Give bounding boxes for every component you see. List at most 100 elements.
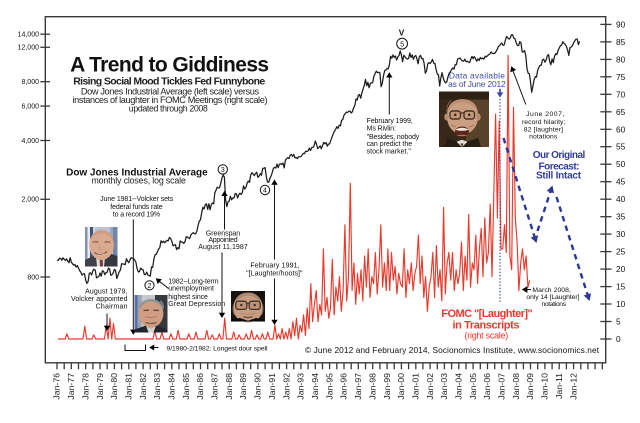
svg-text:updated through 2008: updated through 2008	[129, 103, 208, 113]
svg-text:9/1980-2/1982: Longest dour sp: 9/1980-2/1982: Longest dour spell	[167, 345, 268, 352]
svg-text:instances of laughter in FOMC: instances of laughter in FOMC Meetings (…	[73, 95, 268, 105]
svg-text:15: 15	[616, 282, 626, 292]
svg-text:V: V	[399, 28, 405, 37]
svg-text:85: 85	[616, 37, 626, 47]
svg-text:25: 25	[616, 247, 626, 257]
svg-text:stock market.": stock market."	[367, 148, 412, 155]
svg-text:4,000: 4,000	[21, 138, 39, 145]
svg-text:2: 2	[148, 283, 152, 290]
svg-text:June 1981--Volcker sets: June 1981--Volcker sets	[100, 196, 174, 203]
svg-text:highest since: highest since	[168, 294, 208, 301]
svg-text:notations: notations	[529, 134, 558, 141]
svg-text:Jan-12: Jan-12	[568, 373, 578, 400]
svg-text:Jan-01: Jan-01	[410, 373, 420, 400]
svg-text:notations: notations	[542, 301, 567, 308]
svg-text:Jan-94: Jan-94	[310, 373, 320, 400]
svg-text:Jan-05: Jan-05	[468, 373, 478, 400]
svg-text:Chairman: Chairman	[96, 304, 128, 311]
svg-text:35: 35	[616, 212, 626, 222]
svg-text:to a record 19%: to a record 19%	[113, 211, 160, 218]
svg-text:Jan-00: Jan-00	[396, 373, 406, 400]
svg-text:Jan-81: Jan-81	[123, 373, 133, 400]
svg-text:Jan-03: Jan-03	[439, 373, 449, 400]
svg-text:Jan-02: Jan-02	[425, 373, 435, 400]
svg-text:55: 55	[616, 142, 626, 152]
svg-text:75: 75	[616, 72, 626, 82]
svg-text:(right scale): (right scale)	[465, 330, 509, 340]
svg-text:Jan-09: Jan-09	[525, 373, 535, 400]
svg-text:Ms Rivlin:: Ms Rivlin:	[367, 126, 396, 133]
svg-text:Jan-91: Jan-91	[267, 373, 277, 400]
svg-text:5: 5	[616, 317, 621, 327]
svg-text:Jan-80: Jan-80	[109, 373, 119, 400]
svg-text:March 2008,: March 2008,	[532, 287, 571, 294]
svg-text:30: 30	[616, 229, 626, 239]
svg-text:90: 90	[616, 19, 626, 29]
svg-text:Jan-90: Jan-90	[253, 373, 263, 400]
svg-text:federal funds rate: federal funds rate	[110, 204, 162, 211]
svg-text:record hilarity;: record hilarity;	[522, 119, 566, 126]
svg-text:Jan-99: Jan-99	[382, 373, 392, 400]
svg-text:45: 45	[616, 177, 626, 187]
svg-text:FOMC "[Laughter]": FOMC "[Laughter]"	[441, 308, 532, 320]
svg-text:Jan-98: Jan-98	[367, 373, 377, 400]
svg-text:Jan-78: Jan-78	[80, 373, 90, 400]
svg-text:Jan-96: Jan-96	[339, 373, 349, 400]
svg-text:Jan-06: Jan-06	[482, 373, 492, 400]
svg-text:82 [laughter]: 82 [laughter]	[524, 127, 563, 134]
svg-text:12,000: 12,000	[18, 45, 40, 52]
svg-text:Forecast:: Forecast:	[539, 161, 580, 172]
svg-text:Jan-89: Jan-89	[238, 373, 248, 400]
svg-text:can predict the: can predict the	[367, 141, 413, 148]
svg-text:"[Laughter/hoots]": "[Laughter/hoots]"	[246, 270, 303, 277]
svg-text:0: 0	[616, 334, 621, 344]
svg-text:Jan-10: Jan-10	[540, 373, 550, 400]
svg-text:Jan-77: Jan-77	[66, 373, 76, 400]
svg-text:Jan-86: Jan-86	[195, 373, 205, 400]
svg-text:Dow Jones Industrial Average: Dow Jones Industrial Average	[66, 167, 208, 178]
svg-text:14,000: 14,000	[18, 32, 40, 39]
svg-text:Data available: Data available	[449, 70, 505, 80]
svg-text:Jan-95: Jan-95	[324, 373, 334, 400]
svg-text:70: 70	[616, 89, 626, 99]
svg-text:1982--Long-term: 1982--Long-term	[168, 278, 218, 285]
svg-text:"Besides, nobody: "Besides, nobody	[367, 134, 420, 141]
svg-text:2,000: 2,000	[21, 197, 39, 204]
svg-text:Jan-92: Jan-92	[281, 373, 291, 400]
svg-text:Jan-08: Jan-08	[511, 373, 521, 400]
svg-text:Jan-93: Jan-93	[296, 373, 306, 400]
svg-text:Jan-97: Jan-97	[353, 373, 363, 400]
svg-text:50: 50	[616, 159, 626, 169]
svg-text:Jan-88: Jan-88	[224, 373, 234, 400]
svg-text:4: 4	[263, 188, 267, 195]
svg-text:65: 65	[616, 107, 626, 117]
svg-text:5: 5	[400, 40, 404, 49]
svg-text:40: 40	[616, 194, 626, 204]
svg-text:Jan-84: Jan-84	[167, 373, 177, 400]
svg-text:20: 20	[616, 264, 626, 274]
svg-text:in Transcripts: in Transcripts	[453, 319, 520, 331]
svg-text:unemployment: unemployment	[168, 286, 214, 293]
svg-text:A Trend to Giddiness: A Trend to Giddiness	[70, 54, 269, 77]
svg-text:Rising Social Mood Tickles Fed: Rising Social Mood Tickles Fed Funnybone	[73, 76, 265, 88]
svg-text:Greenspan: Greenspan	[206, 231, 240, 238]
svg-text:February 1991,: February 1991,	[250, 263, 299, 270]
svg-text:monthly closes, log scale: monthly closes, log scale	[92, 175, 186, 185]
svg-text:Jan-85: Jan-85	[181, 373, 191, 400]
svg-text:Jan-83: Jan-83	[152, 373, 162, 400]
svg-text:Volcker appointed: Volcker appointed	[71, 296, 128, 303]
svg-text:Our Original: Our Original	[533, 150, 586, 161]
svg-text:Jan-79: Jan-79	[95, 373, 105, 400]
svg-text:February 1999,: February 1999,	[367, 118, 413, 125]
svg-text:Still Intact: Still Intact	[536, 171, 582, 182]
svg-text:10: 10	[616, 299, 626, 309]
svg-text:8,000: 8,000	[21, 79, 39, 86]
svg-text:60: 60	[616, 124, 626, 134]
svg-text:Jan-76: Jan-76	[52, 373, 62, 400]
svg-text:August 1979,: August 1979,	[85, 289, 127, 296]
svg-text:3: 3	[221, 167, 225, 174]
svg-text:80: 80	[616, 54, 626, 64]
svg-text:as of June 2012: as of June 2012	[448, 79, 506, 89]
svg-text:Great Depression: Great Depression	[168, 301, 225, 308]
svg-text:Jan-04: Jan-04	[454, 373, 464, 400]
